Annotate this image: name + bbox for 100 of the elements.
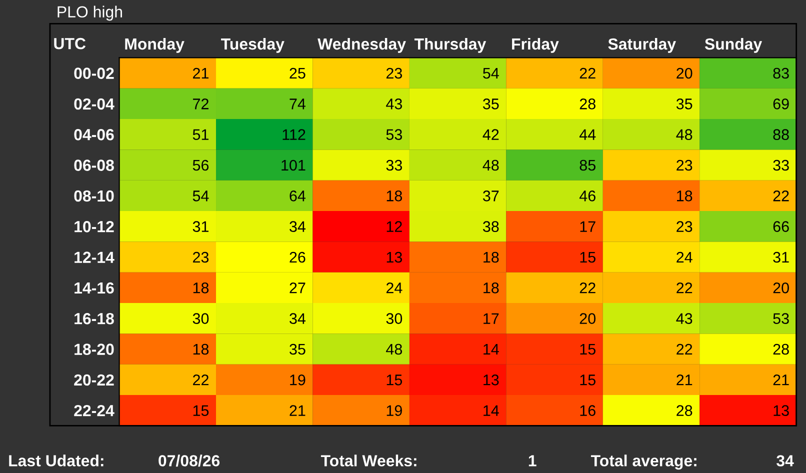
x-tick-label: Friday	[512, 38, 559, 53]
data-label: 30	[386, 313, 402, 324]
text: 34	[776, 455, 794, 466]
y-tick-label: 02-04	[74, 98, 114, 110]
data-label: 28	[676, 405, 692, 416]
data-label: 18	[193, 282, 209, 294]
data-label: 22	[580, 282, 596, 294]
data-label: 18	[386, 190, 402, 202]
x-tick-label: Saturday	[608, 38, 676, 53]
x-tick-label: Tuesday	[221, 38, 284, 53]
data-label: 22	[676, 282, 692, 294]
data-label: 54	[192, 190, 209, 202]
data-label: 53	[773, 313, 789, 324]
y-tick-label: 00-02	[74, 68, 114, 79]
data-label: 13	[484, 374, 499, 386]
data-label: 38	[482, 221, 499, 232]
data-label: 28	[773, 344, 789, 355]
data-label: 33	[386, 160, 402, 171]
data-label: 21	[676, 374, 692, 386]
data-label: 101	[282, 160, 306, 171]
data-label: 66	[773, 221, 789, 232]
data-label: 16	[580, 405, 596, 416]
data-label: 26	[290, 252, 306, 263]
data-label: 19	[386, 405, 402, 416]
data-label: 22	[676, 344, 692, 355]
y-tick-label: 12-14	[74, 252, 114, 263]
data-label: 33	[773, 160, 789, 171]
data-label: 35	[290, 344, 306, 355]
x-tick-label: Sunday	[704, 38, 762, 53]
data-label: 21	[290, 405, 306, 416]
data-label: 64	[290, 190, 306, 202]
text: Total average:	[590, 454, 696, 470]
data-label: 23	[386, 68, 402, 79]
data-label: 13	[774, 405, 789, 416]
data-label: 22	[773, 190, 789, 202]
data-label: 14	[484, 344, 499, 355]
y-tick-label: 20-22	[74, 374, 114, 386]
data-label: 48	[386, 344, 402, 355]
y-tick-label: 06-08	[74, 160, 114, 171]
data-label: 56	[192, 160, 209, 171]
data-label: 83	[773, 68, 789, 79]
y-tick-label: 04-06	[74, 129, 114, 140]
data-label: 15	[580, 374, 596, 386]
data-label: 34	[290, 221, 306, 232]
y-tick-label: 14-16	[74, 282, 114, 294]
data-label: 31	[773, 252, 789, 263]
data-label: 20	[773, 282, 789, 294]
data-label: 15	[580, 344, 596, 355]
data-label: 43	[676, 313, 692, 324]
data-label: 69	[773, 98, 789, 110]
data-label: 25	[290, 68, 306, 79]
data-label: 37	[482, 190, 499, 202]
data-label: 35	[482, 98, 499, 110]
data-label: 18	[677, 190, 692, 202]
y-axis-title: UTC	[54, 38, 86, 50]
data-label: 88	[773, 129, 789, 140]
text: 07/08/26	[158, 454, 220, 467]
data-label: 48	[482, 160, 499, 171]
data-label: 24	[676, 252, 692, 263]
data-label: 23	[676, 221, 692, 232]
data-label: 34	[290, 313, 306, 324]
data-label: 46	[579, 190, 596, 202]
data-label: 72	[193, 98, 208, 110]
data-label: 54	[483, 68, 499, 79]
data-label: 18	[484, 282, 499, 294]
data-label: 14	[484, 405, 499, 416]
data-label: 21	[193, 68, 208, 79]
x-tick-label: Monday	[125, 38, 184, 53]
y-tick-label: 16-18	[74, 313, 114, 324]
data-label: 31	[192, 221, 208, 232]
data-label: 23	[193, 252, 209, 263]
y-tick-label: 10-12	[74, 221, 114, 232]
data-label: 20	[676, 68, 692, 79]
data-label: 35	[676, 98, 692, 110]
data-label: 18	[484, 252, 499, 263]
y-tick-label: 08-10	[74, 190, 114, 202]
x-tick-label: Wednesday	[318, 38, 406, 53]
data-label: 30	[192, 313, 209, 324]
x-tick-label: Thursday	[414, 38, 486, 53]
text: Total Weeks:	[320, 454, 416, 466]
data-label: 20	[580, 313, 596, 324]
data-label: 53	[386, 129, 402, 140]
data-label: 18	[193, 344, 209, 355]
data-label: 19	[290, 374, 306, 386]
data-label: 51	[192, 129, 208, 140]
chart-title: PLO high	[58, 6, 122, 21]
data-label: 42	[482, 129, 499, 140]
data-label: 44	[579, 129, 596, 140]
data-label: 48	[676, 129, 692, 140]
data-label: 13	[386, 252, 402, 263]
data-label: 28	[580, 98, 596, 110]
data-label: 17	[484, 313, 499, 324]
data-label: 15	[580, 252, 596, 263]
data-label: 22	[193, 374, 208, 386]
text: Last Udated:	[9, 454, 104, 466]
data-label: 21	[773, 374, 789, 386]
y-tick-label: 22-24	[74, 405, 114, 416]
data-label: 15	[193, 405, 209, 416]
data-label: 74	[290, 98, 306, 110]
data-label: 112	[282, 129, 306, 140]
